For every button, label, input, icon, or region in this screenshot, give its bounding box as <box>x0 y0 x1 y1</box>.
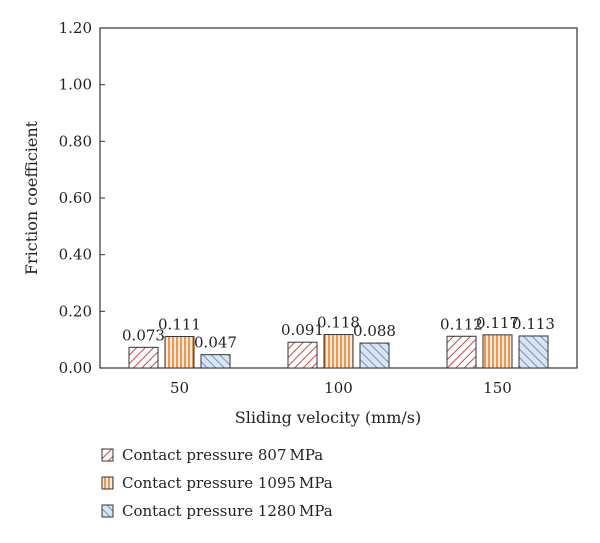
bar <box>287 341 318 369</box>
y-tick-label: 0.20 <box>59 302 92 320</box>
data-label: 0.088 <box>353 322 396 340</box>
data-label: 0.113 <box>512 315 555 333</box>
y-tick-label: 1.20 <box>59 19 92 37</box>
bar <box>323 334 354 369</box>
data-label: 0.047 <box>194 334 237 352</box>
data-label: 0.118 <box>317 314 360 332</box>
y-axis: 0.00 0.20 0.40 0.60 0.80 1.00 1.20 <box>59 19 105 377</box>
x-tick-label: 150 <box>483 379 512 397</box>
data-label: 0.112 <box>440 315 483 333</box>
y-tick-label: 0.60 <box>59 189 92 207</box>
y-tick-label: 1.00 <box>59 76 92 94</box>
data-labels-group: 0.073 0.091 0.112 0.111 0.118 0.117 0.047 0.088… <box>122 314 555 352</box>
x-axis-title: Sliding velocity (mm/s) <box>235 408 422 427</box>
bar <box>359 342 390 369</box>
y-tick-label: 0.00 <box>59 359 92 377</box>
legend-swatch <box>101 504 114 518</box>
y-tick-label: 0.80 <box>59 132 92 150</box>
x-tick-label: 100 <box>324 379 353 397</box>
data-label: 0.111 <box>158 316 201 334</box>
y-tick-label: 0.40 <box>59 246 92 264</box>
legend-label: Contact pressure 807 MPa <box>122 446 323 464</box>
bar <box>518 335 549 369</box>
x-tick-label: 50 <box>170 379 189 397</box>
data-label: 0.091 <box>281 321 324 339</box>
y-axis-title: Friction coefficient <box>22 120 41 275</box>
data-label: 0.073 <box>122 326 165 344</box>
legend-swatch <box>101 476 114 490</box>
bar <box>128 346 159 369</box>
legend-swatch <box>101 448 114 462</box>
bars-group <box>128 334 549 369</box>
x-axis: 50 100 150 <box>170 363 512 397</box>
bar <box>446 335 477 369</box>
legend-label: Contact pressure 1280 MPa <box>122 502 333 520</box>
bar <box>482 334 513 369</box>
bar <box>200 354 231 369</box>
legend: Contact pressure 807 MPa Contact pressure… <box>101 446 333 520</box>
data-label: 0.117 <box>476 314 519 332</box>
bar <box>164 336 195 369</box>
legend-label: Contact pressure 1095 MPa <box>122 474 333 492</box>
